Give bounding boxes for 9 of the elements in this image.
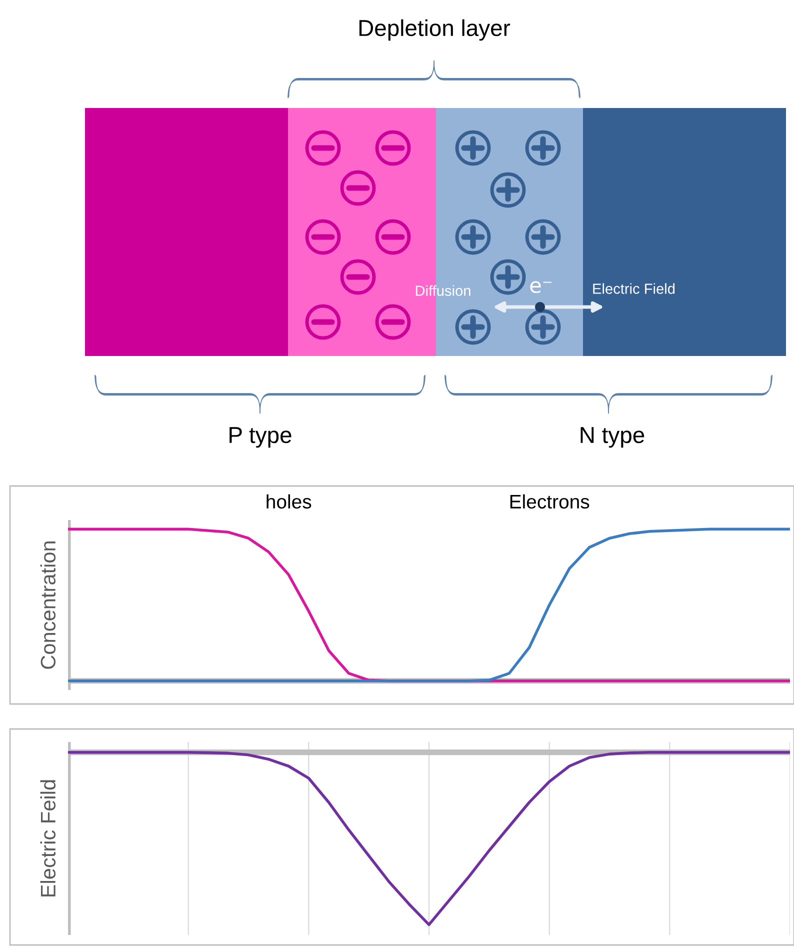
- text: N type: [580, 427, 644, 448]
- series-label: holes: [266, 494, 312, 509]
- y-axis-title: Concentration: [40, 541, 56, 669]
- text: e⁻: [530, 281, 552, 294]
- y-axis-title: Electric Feild: [40, 780, 56, 896]
- text: Electric Field: [593, 283, 675, 294]
- text: P type: [230, 427, 292, 448]
- series-label: Electrons: [510, 494, 590, 509]
- text: Depletion layer: [359, 19, 510, 41]
